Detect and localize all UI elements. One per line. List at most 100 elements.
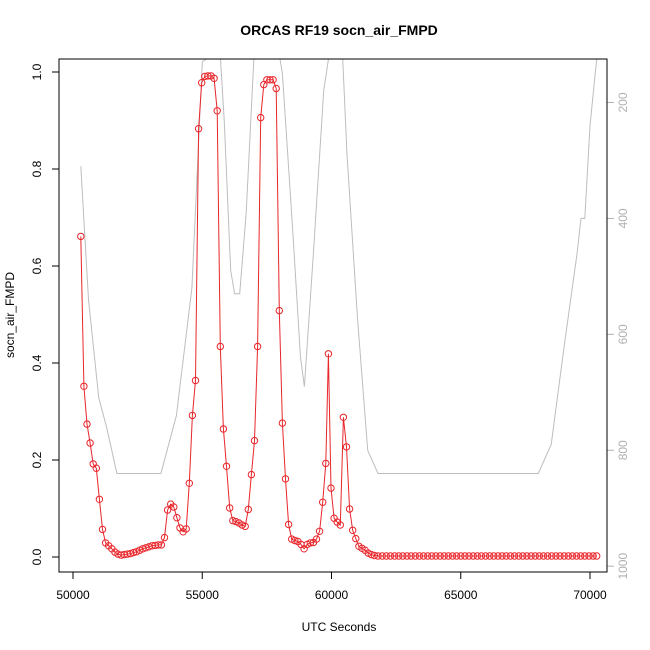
y-tick-label: 1.0 (30, 63, 44, 80)
x-tick-label: 60000 (315, 588, 349, 602)
fmpd-data-point (191, 376, 200, 385)
fmpd-data-point (415, 552, 424, 560)
fmpd-data-point (210, 74, 218, 83)
fmpd-data-point (241, 522, 249, 531)
fmpd-data-point (266, 76, 274, 84)
fmpd-data-point (556, 552, 564, 560)
fmpd-data-point (502, 552, 510, 560)
plot-frame (58, 58, 608, 573)
fmpd-data-point (226, 504, 234, 512)
fmpd-data-point (170, 503, 178, 511)
fmpd-data-point (281, 475, 290, 483)
fmpd-data-point (339, 413, 348, 421)
fmpd-data-point (432, 552, 440, 560)
fmpd-data-point (390, 552, 399, 560)
fmpd-data-point (531, 552, 539, 560)
fmpd-data-point (306, 539, 314, 547)
altitude-series-line (80, 59, 598, 474)
fmpd-data-point (157, 541, 166, 549)
fmpd-data-point (403, 552, 411, 560)
fmpd-data-point (77, 232, 85, 241)
fmpd-data-point (222, 462, 231, 470)
fmpd-series-line (80, 75, 597, 557)
fmpd-data-point (92, 464, 101, 472)
fmpd-data-point (324, 350, 333, 358)
fmpd-data-point (253, 342, 262, 351)
fmpd-data-point (481, 552, 490, 560)
y2-tick-label: 800 (616, 440, 630, 460)
fmpd-data-point (216, 342, 225, 351)
y2-tick-label: 600 (616, 324, 630, 344)
fmpd-data-point (589, 552, 597, 560)
fmpd-data-point (395, 552, 403, 560)
x-axis: 50000 55000 60000 65000 70000 (56, 571, 607, 602)
fmpd-data-point (477, 552, 486, 560)
fmpd-data-point (129, 548, 138, 557)
fmpd-data-point (548, 552, 556, 560)
fmpd-data-point (436, 552, 444, 560)
fmpd-data-point (469, 552, 477, 560)
fmpd-data-point (593, 552, 601, 560)
fmpd-data-point (527, 552, 535, 560)
fmpd-data-point (519, 552, 527, 560)
fmpd-data-point (154, 541, 163, 549)
fmpd-data-point (86, 439, 94, 447)
x-tick-label: 55000 (186, 588, 220, 602)
y2-tick-label: 1000 (616, 553, 630, 580)
fmpd-data-point (523, 552, 531, 560)
fmpd-data-point (163, 506, 172, 514)
fmpd-data-point (568, 552, 577, 560)
fmpd-data-point (581, 552, 589, 560)
fmpd-data-point (194, 125, 203, 133)
fmpd-data-point (312, 535, 321, 543)
fmpd-data-point (552, 552, 560, 560)
fmpd-data-point (198, 79, 206, 87)
fmpd-data-point (510, 552, 519, 560)
x-axis-label: UTC Seconds (302, 620, 377, 634)
fmpd-data-point (572, 552, 581, 560)
fmpd-data-point (498, 552, 506, 560)
fmpd-data-point (229, 516, 237, 525)
y-axis: 0.0 0.2 0.4 0.6 0.8 1.0 (30, 63, 60, 565)
fmpd-data-point (370, 551, 379, 560)
fmpd-data-point (448, 552, 457, 560)
fmpd-data-point (378, 552, 386, 560)
fmpd-data-point (515, 552, 523, 560)
fmpd-data-point (342, 443, 351, 451)
fmpd-data-point (490, 552, 498, 560)
y2-tick-label: 200 (616, 92, 630, 112)
fmpd-data-point (564, 552, 572, 560)
fmpd-data-point (452, 552, 461, 560)
fmpd-data-point (577, 552, 585, 560)
fmpd-data-point (272, 84, 280, 93)
series-layer (77, 59, 601, 560)
fmpd-data-point (374, 552, 382, 560)
fmpd-data-point (173, 514, 181, 522)
y-tick-label: 0.2 (30, 451, 44, 468)
fmpd-data-point (367, 550, 375, 559)
fmpd-data-point (560, 552, 568, 560)
fmpd-data-point (535, 552, 543, 560)
fmpd-data-point (83, 420, 91, 428)
fmpd-data-point (80, 382, 88, 390)
fmpd-data-point (257, 113, 265, 122)
fmpd-data-point (494, 552, 502, 560)
fmpd-data-point (407, 552, 415, 560)
fmpd-data-point (188, 411, 197, 420)
y-tick-label: 0.8 (30, 160, 44, 177)
fmpd-data-point (247, 470, 256, 479)
fmpd-data-point (182, 525, 190, 533)
fmpd-data-point (98, 525, 107, 534)
fmpd-data-point (204, 72, 212, 80)
fmpd-data-point (440, 552, 448, 560)
y-tick-label: 0.0 (30, 548, 44, 565)
fmpd-data-point (461, 552, 469, 560)
fmpd-data-point (428, 552, 436, 560)
fmpd-data-point (543, 552, 552, 560)
fmpd-data-point (269, 76, 277, 84)
fmpd-data-point (291, 536, 299, 545)
fmpd-data-point (506, 552, 515, 560)
fmpd-data-point (219, 425, 228, 433)
fmpd-data-point (424, 552, 432, 560)
x-tick-label: 50000 (56, 588, 90, 602)
